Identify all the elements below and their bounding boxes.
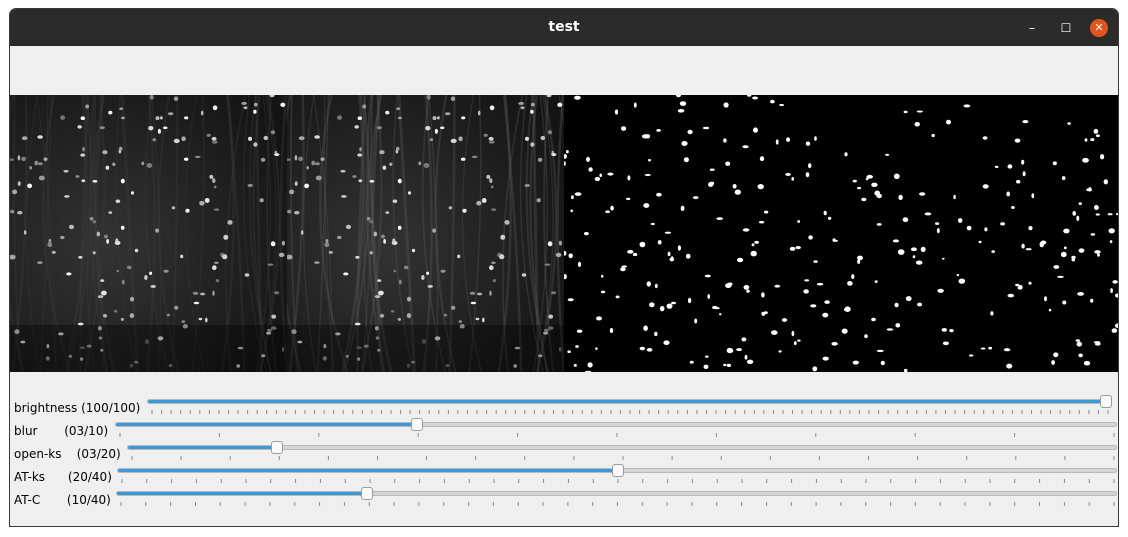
slider-label-blur: blur (03/10) [14,424,109,438]
slider-fill [148,400,1110,403]
original-image [10,95,287,372]
blur-slider[interactable] [115,418,1117,431]
slider-ticks [131,456,1115,460]
image-display [10,95,1118,372]
slider-fill [116,423,416,426]
slider-fill [117,492,367,495]
blurred-image [287,95,564,372]
slider-thumb[interactable] [361,487,374,500]
window-title: test [548,19,580,35]
toolbar-area [10,46,1118,95]
slider-ticks [151,410,1109,414]
slider-label-open-ks: open-ks (03/20) [14,447,121,461]
slider-thumb[interactable] [410,418,423,431]
slider-label-at-ks: AT-ks (20/40) [14,470,112,484]
slider-label-brightness: brightness (100/100) [14,401,141,415]
slider-row-blur: blur (03/10) [10,418,1118,441]
at-ks-slider[interactable] [117,464,1117,477]
slider-fill [118,469,617,472]
maximize-button[interactable]: ☐ [1060,21,1072,35]
blurred-image-panel [287,95,564,372]
slider-label-at-c: AT-C (10/40) [14,493,111,507]
slider-thumb[interactable] [612,464,624,477]
slider-row-brightness: brightness (100/100) [10,395,1118,418]
threshold-image [564,95,1118,372]
original-image-panel [10,95,287,372]
at-c-slider[interactable] [116,487,1117,500]
brightness-slider[interactable] [147,395,1112,408]
slider-row-open-ks: open-ks (03/20) [10,441,1118,464]
slider-ticks [121,479,1115,483]
slider-ticks [120,502,1115,506]
slider-row-at-ks: AT-ks (20/40) [10,464,1118,487]
close-button[interactable]: ✕ [1090,19,1108,37]
slider-thumb[interactable] [270,441,283,454]
threshold-image-panel [564,95,1118,372]
open-ks-slider[interactable] [127,441,1117,454]
app-window: test – ☐ ✕ brightness (100/100) blur (03… [9,8,1119,527]
slider-ticks [119,433,1115,437]
slider-row-at-c: AT-C (10/40) [10,487,1118,510]
slider-thumb[interactable] [1100,395,1112,408]
minimize-button[interactable]: – [1029,21,1035,35]
title-bar[interactable]: test – ☐ ✕ [10,9,1118,46]
slider-fill [128,446,277,449]
